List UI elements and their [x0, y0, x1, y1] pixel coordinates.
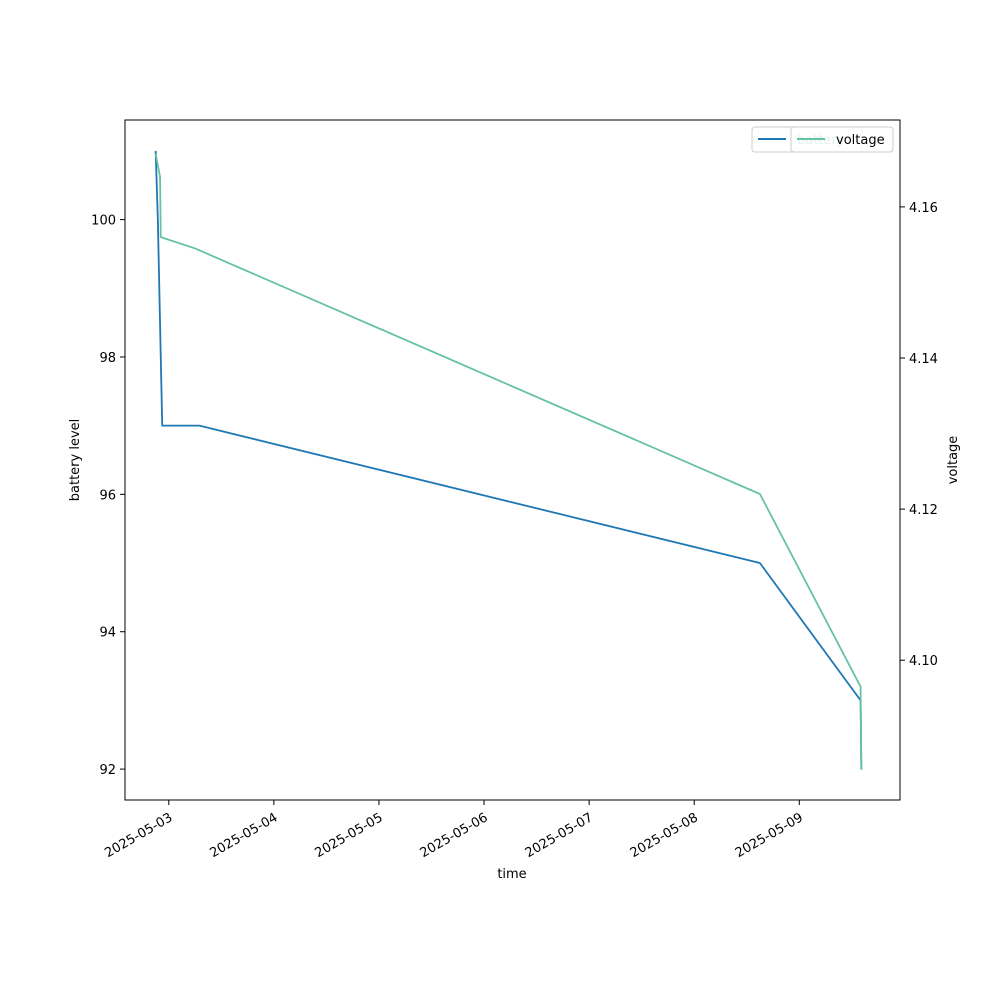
series-line-voltage — [154, 153, 863, 770]
y-axis-title: battery level — [68, 419, 83, 502]
legend-voltage-frame — [790, 126, 894, 153]
series-layer — [154, 150, 863, 770]
x-axis-title: time — [497, 867, 526, 882]
plot-frame — [124, 119, 901, 801]
y-tick-label: 100 — [91, 214, 116, 229]
legend-voltage-label: voltage — [836, 133, 885, 148]
y-axis-left: 92 94 96 98 100 — [91, 214, 125, 778]
y2-axis-title: voltage — [946, 436, 961, 485]
legend-voltage: voltage — [790, 126, 894, 153]
y-tick-label: 98 — [99, 351, 116, 366]
y-tick-label: 94 — [99, 626, 116, 641]
y-axis-right: 4.10 4.12 4.14 4.16 — [900, 201, 938, 669]
y2-tick-label: 4.16 — [909, 201, 938, 216]
y2-tick-label: 4.14 — [909, 352, 938, 367]
y-tick-label: 92 — [99, 763, 116, 778]
y2-tick-label: 4.10 — [909, 654, 938, 669]
y2-tick-label: 4.12 — [909, 503, 938, 518]
y-tick-label: 96 — [99, 488, 116, 503]
